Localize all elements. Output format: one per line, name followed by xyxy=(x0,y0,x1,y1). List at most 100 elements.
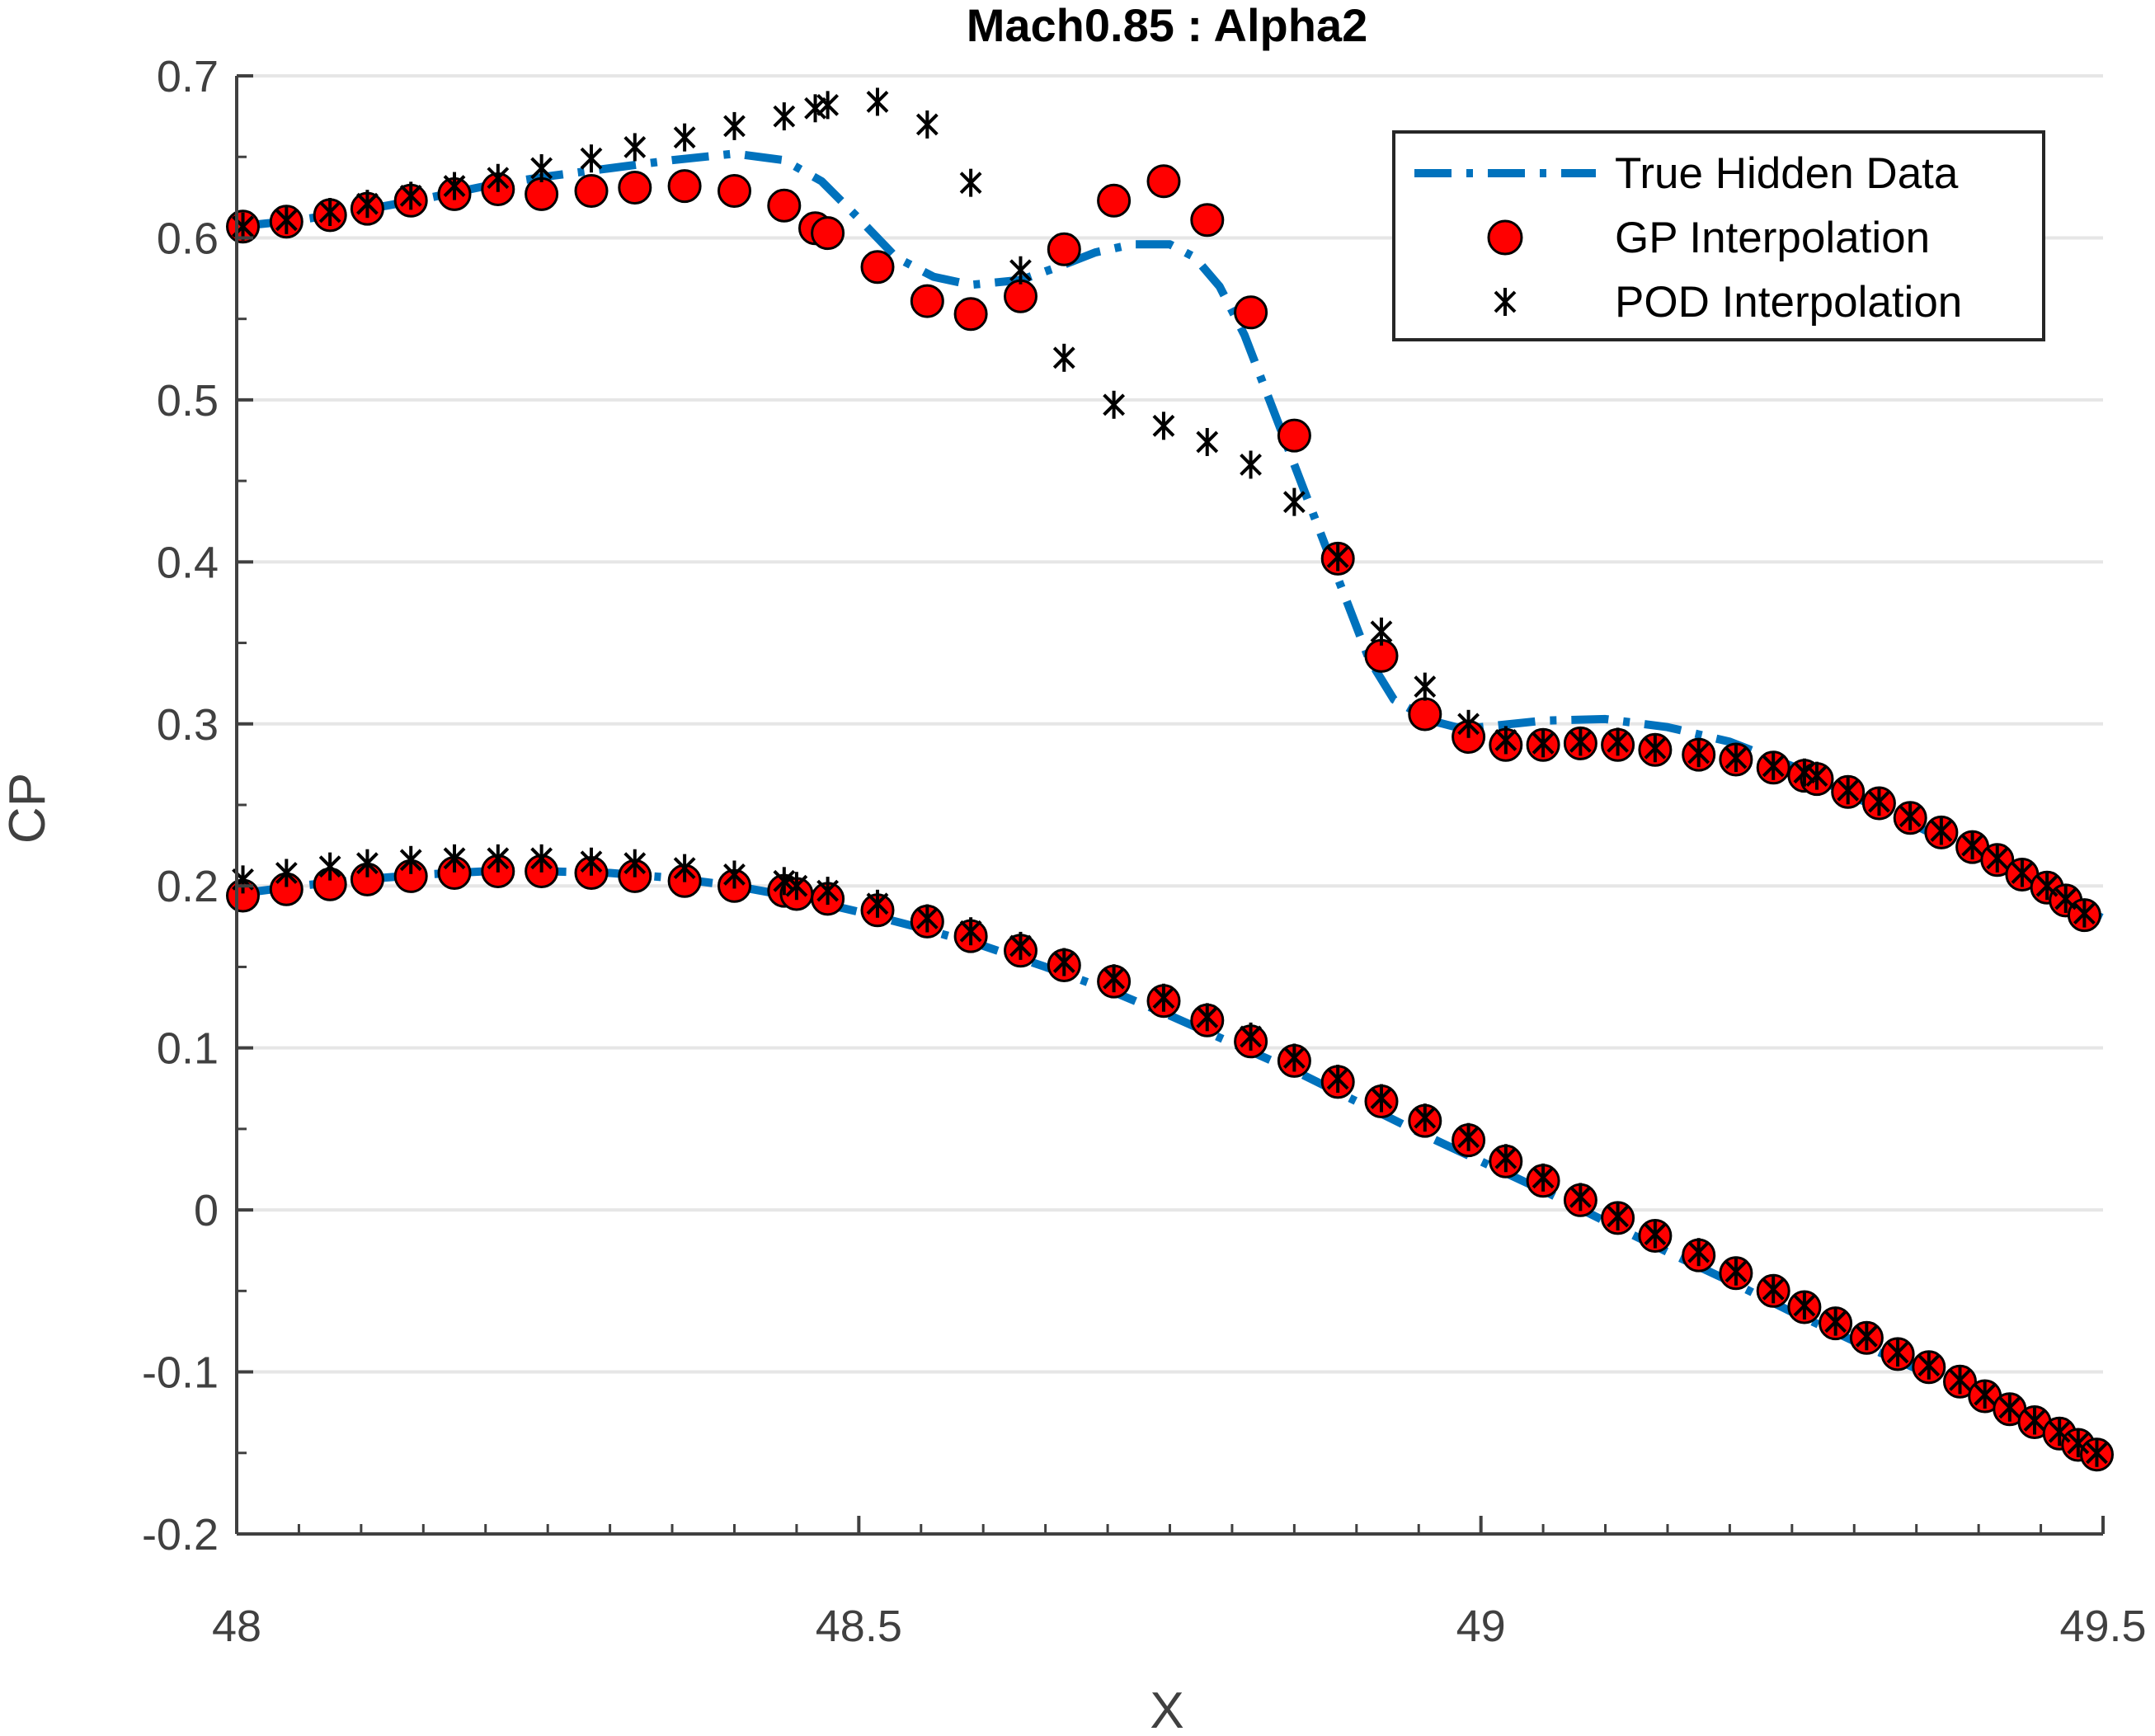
pod-point xyxy=(816,91,840,120)
gp-point xyxy=(1277,418,1311,453)
y-tick-label: -0.2 xyxy=(142,1510,219,1560)
gp-point xyxy=(1408,697,1442,732)
pod-point xyxy=(1569,727,1592,756)
pod-point xyxy=(1899,802,1922,830)
pod-point xyxy=(723,860,746,889)
pod-point xyxy=(2035,872,2059,901)
pod-point xyxy=(623,133,647,162)
pod-point xyxy=(2023,1406,2046,1435)
legend-label-gp-interpolation: GP Interpolation xyxy=(1615,214,1930,262)
y-axis-title: CP xyxy=(0,773,56,844)
y-tick-label: 0.7 xyxy=(157,52,219,101)
pod-point xyxy=(1052,343,1075,372)
pod-point xyxy=(1457,1122,1480,1151)
pod-point xyxy=(275,205,298,234)
pod-point xyxy=(580,144,603,173)
pod-point xyxy=(1282,1043,1306,1072)
pod-point xyxy=(355,190,379,219)
pod-point xyxy=(1152,983,1175,1012)
legend-gp-marker xyxy=(1487,219,1523,256)
pod-point xyxy=(2011,859,2034,887)
pod-point xyxy=(487,844,510,873)
true-hidden-data-line-2 xyxy=(236,867,2106,1461)
pod-point xyxy=(1687,739,1710,768)
pod-point xyxy=(2067,1428,2090,1457)
pod-point xyxy=(1607,727,1630,756)
pod-point xyxy=(1855,1322,1878,1351)
pod-point xyxy=(673,123,696,152)
legend-pod-marker xyxy=(1494,288,1517,316)
pod-point xyxy=(959,168,982,197)
y-tick-label: -0.1 xyxy=(142,1348,219,1398)
pod-point xyxy=(959,917,982,946)
x-tick-label: 48 xyxy=(212,1602,261,1651)
pod-point xyxy=(1569,1183,1592,1211)
pod-point xyxy=(1961,831,1984,860)
pod-point xyxy=(1793,758,1816,787)
gp-point xyxy=(718,174,751,208)
pod-point xyxy=(1687,1238,1710,1267)
pod-point xyxy=(318,198,341,227)
pod-point xyxy=(530,153,553,182)
pod-point xyxy=(773,867,796,896)
pod-point xyxy=(804,94,826,123)
legend-pod-asterisk xyxy=(1494,288,1517,316)
pod-point xyxy=(1886,1338,1909,1367)
gp-point xyxy=(525,176,559,211)
pod-point xyxy=(785,872,808,901)
gp-point xyxy=(1190,203,1225,238)
gp-point xyxy=(574,174,609,208)
pod-point xyxy=(1414,672,1437,701)
pod-point xyxy=(1370,1084,1393,1113)
pod-point xyxy=(1103,964,1126,993)
pod-point xyxy=(2048,1418,2071,1447)
pod-point xyxy=(1986,844,2009,873)
x-tick-label: 48.5 xyxy=(816,1602,902,1651)
pod-point xyxy=(816,877,840,906)
axes: -0.2 -0.1 0 0.1 0.2 0.3 0.4 0.5 0.6 0.7 48 48.5 49 49… xyxy=(142,52,2147,1651)
pod-point xyxy=(1494,1144,1517,1173)
pod-point xyxy=(1998,1393,2021,1422)
pod-point xyxy=(399,845,422,874)
gp-point xyxy=(910,284,944,318)
pod-point xyxy=(1762,1275,1785,1304)
y-tick-label: 0.4 xyxy=(157,538,219,587)
pod-point xyxy=(1282,487,1306,516)
pod-point xyxy=(723,111,746,140)
pod-point xyxy=(443,844,466,873)
pod-point xyxy=(530,844,553,873)
pod-point xyxy=(1494,726,1517,755)
y-tick-label: 0.5 xyxy=(157,376,219,426)
pod-point xyxy=(1917,1351,1941,1380)
pod-point xyxy=(1724,1257,1748,1286)
pod-point xyxy=(1196,1003,1219,1032)
pod-point xyxy=(443,172,466,200)
pod-point xyxy=(1326,1064,1349,1093)
pod-point xyxy=(1103,390,1126,419)
pod-point xyxy=(2073,899,2096,928)
pod-point xyxy=(2054,884,2077,913)
legend: True Hidden Data GP Interpolation POD In… xyxy=(1392,130,2045,341)
pod-point xyxy=(1414,1103,1437,1132)
chart-title: Mach0.85 : Alpha2 xyxy=(967,0,1368,51)
pod-point xyxy=(1326,543,1349,572)
legend-label-true-hidden-data: True Hidden Data xyxy=(1615,149,1959,198)
pod-point xyxy=(1607,1202,1630,1230)
pod-point xyxy=(399,181,422,210)
gp-interpolation-series xyxy=(226,164,2114,1472)
gp-point xyxy=(1097,183,1132,218)
pod-point xyxy=(1762,751,1785,780)
pod-point xyxy=(580,847,603,876)
pod-point xyxy=(866,889,889,918)
pod-point xyxy=(1009,256,1032,285)
pod-point xyxy=(1949,1366,1971,1395)
pod-point xyxy=(2086,1438,2108,1467)
true-hidden-data-line-1 xyxy=(236,149,2106,923)
pod-point xyxy=(1532,729,1555,758)
pod-point xyxy=(1240,1022,1262,1051)
x-axis-title: X xyxy=(1150,1682,1183,1732)
gp-point xyxy=(1047,232,1081,266)
pod-point xyxy=(1052,948,1075,976)
pod-point xyxy=(1724,744,1748,773)
